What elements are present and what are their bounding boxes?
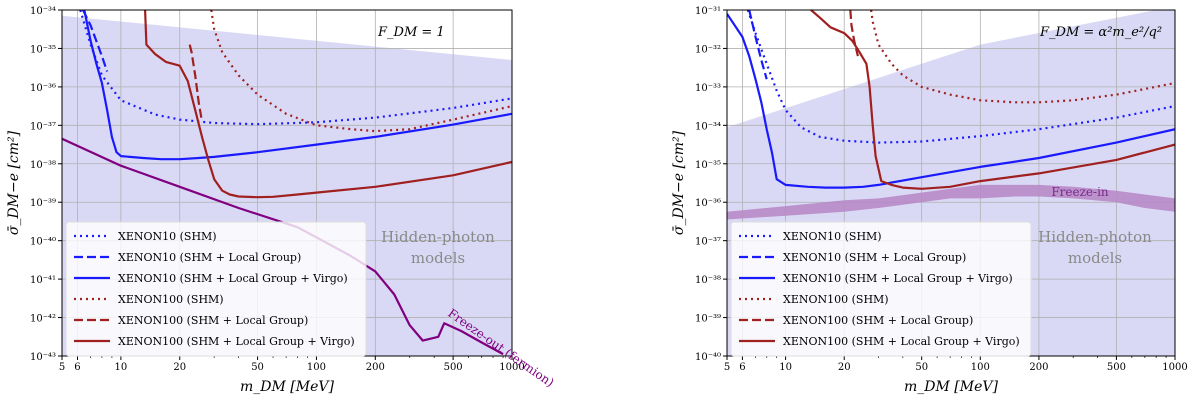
x-tick-label: 10: [115, 362, 128, 373]
annotation-freeze-in: Freeze-in: [1051, 185, 1109, 199]
y-tick-label: 10⁻³⁸: [695, 275, 721, 286]
y-tick-label: 10⁻³⁷: [30, 121, 56, 132]
series-line-xenon100-shm-local-group-virgo-: [144, 10, 512, 199]
legend-label: XENON100 (SHM + Local Group + Virgo): [783, 335, 1020, 348]
region-label-line-2: models: [411, 249, 465, 267]
freeze-in-band: [727, 184, 1175, 220]
y-tick-label: 10⁻³⁸: [30, 160, 56, 171]
y-tick-label: 10⁻³³: [695, 83, 721, 94]
y-tick-label: 10⁻⁴⁰: [30, 237, 56, 248]
y-axis-label: σ̄_DM−e [cm²]: [6, 130, 22, 235]
y-tick-label: 10⁻³⁹: [30, 198, 56, 209]
x-axis-label: m_DM [MeV]: [240, 379, 334, 395]
series-line-xenon10-shm-local-group-virgo-: [727, 13, 1175, 189]
y-tick-label: 10⁻³⁶: [695, 198, 721, 209]
y-tick-label: 10⁻⁴⁰: [695, 352, 721, 363]
x-tick-label: 6: [739, 362, 745, 373]
legend-label: XENON100 (SHM): [783, 293, 889, 306]
y-tick-label: 10⁻³⁵: [30, 44, 56, 55]
legend-label: XENON10 (SHM): [783, 230, 882, 243]
legend-label: XENON100 (SHM): [118, 293, 224, 306]
legend-label: XENON10 (SHM): [118, 230, 217, 243]
x-tick-label: 500: [444, 362, 463, 373]
legend-label: XENON10 (SHM + Local Group + Virgo): [783, 272, 1013, 285]
y-tick-label: 10⁻³⁷: [695, 237, 721, 248]
legend: XENON10 (SHM) XENON10 (SHM + Local Group)…: [730, 221, 1032, 357]
y-tick-label: 10⁻³¹: [695, 6, 721, 17]
series-line-xenon10-shm-: [746, 10, 1175, 144]
series-line-xenon100-shm-: [870, 10, 1175, 104]
y-tick-label: 10⁻³⁴: [695, 121, 721, 132]
y-tick-label: 10⁻³⁵: [695, 160, 721, 171]
x-tick-label: 5: [59, 362, 65, 373]
series-line-xenon100-shm-local-group-: [849, 10, 859, 57]
y-tick-label: 10⁻³⁴: [30, 6, 56, 17]
region-label-line-2: models: [1068, 249, 1122, 267]
legend-box: [730, 221, 1032, 357]
x-axis-label: m_DM [MeV]: [904, 379, 998, 395]
legend-label: XENON100 (SHM + Local Group): [783, 314, 973, 327]
x-tick-label: 100: [971, 362, 990, 373]
series-line-xenon100-shm-local-group-: [188, 44, 204, 122]
y-tick-label: 10⁻⁴³: [30, 352, 56, 363]
x-tick-label: 10: [779, 362, 792, 373]
region-label-line-1: Hidden-photon: [381, 228, 495, 246]
form-factor-label: F_DM = α²m_e²/q²: [1039, 25, 1162, 40]
series-line-freeze-out-fermion-: [62, 137, 504, 356]
x-tick-label: 5: [724, 362, 730, 373]
x-tick-label: 100: [307, 362, 326, 373]
legend-label: XENON10 (SHM + Local Group + Virgo): [118, 272, 348, 285]
chart-panel-2: 5 6 10 20 50 100 200 500 1000 10⁻⁴⁰ 10⁻³⁹ 10⁻³⁸ 10⁻³…: [671, 6, 1188, 395]
legend-label: XENON10 (SHM + Local Group): [783, 251, 966, 264]
x-tick-label: 6: [74, 362, 80, 373]
x-tick-label: 200: [366, 362, 385, 373]
form-factor-label: F_DM = 1: [377, 25, 445, 40]
y-tick-label: 10⁻⁴²: [30, 314, 56, 325]
series-line-xenon10-shm-local-group-: [748, 10, 768, 80]
x-tick-label: 20: [838, 362, 851, 373]
x-tick-label: 500: [1107, 362, 1126, 373]
y-tick-label: 10⁻⁴¹: [30, 275, 56, 286]
series-line-xenon10-shm-local-group-virgo-: [83, 10, 512, 161]
legend-box: [65, 221, 367, 357]
chart-panel-1: 5 6 10 20 50 100 200 500 1000 10⁻⁴³ 10⁻⁴² 10⁻⁴¹ 10⁻⁴…: [6, 6, 557, 395]
region-label-line-1: Hidden-photon: [1038, 228, 1152, 246]
y-tick-label: 10⁻³⁹: [695, 314, 721, 325]
legend: XENON10 (SHM) XENON10 (SHM + Local Group)…: [65, 221, 367, 357]
x-tick-label: 1000: [1162, 362, 1187, 373]
x-tick-label: 20: [173, 362, 186, 373]
legend-label: XENON100 (SHM + Local Group + Virgo): [118, 335, 355, 348]
y-tick-label: 10⁻³⁶: [30, 83, 56, 94]
legend-label: XENON10 (SHM + Local Group): [118, 251, 301, 264]
y-tick-label: 10⁻³²: [695, 44, 721, 55]
y-axis-label: σ̄_DM−e [cm²]: [671, 130, 687, 235]
legend-label: XENON100 (SHM + Local Group): [118, 314, 308, 327]
series-line-xenon100-shm-local-group-virgo-: [810, 10, 1175, 190]
x-tick-label: 50: [251, 362, 264, 373]
x-tick-label: 50: [915, 362, 928, 373]
x-tick-label: 1000: [499, 362, 524, 373]
x-tick-label: 200: [1029, 362, 1048, 373]
